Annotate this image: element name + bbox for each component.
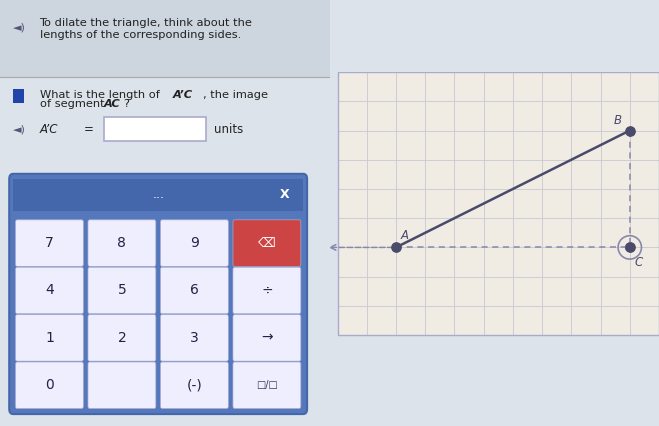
Text: 2: 2 <box>117 331 127 345</box>
Point <box>625 244 635 251</box>
Text: What is the length of: What is the length of <box>40 89 163 100</box>
Text: (-): (-) <box>186 378 202 392</box>
Text: □/□: □/□ <box>256 380 278 390</box>
Text: of segment: of segment <box>40 99 108 109</box>
Text: ◄): ◄) <box>13 23 26 33</box>
Text: A: A <box>401 229 409 242</box>
Text: 4: 4 <box>45 283 54 297</box>
Bar <box>13 89 24 103</box>
Text: units: units <box>214 123 243 135</box>
FancyBboxPatch shape <box>88 362 156 409</box>
FancyBboxPatch shape <box>16 314 83 361</box>
Bar <box>0 0 330 77</box>
Text: ⌫: ⌫ <box>258 236 275 250</box>
Text: A’C: A’C <box>173 89 193 100</box>
FancyBboxPatch shape <box>104 117 206 141</box>
FancyBboxPatch shape <box>233 220 301 266</box>
FancyBboxPatch shape <box>233 267 301 314</box>
Text: X: X <box>280 188 290 201</box>
Text: 5: 5 <box>117 283 127 297</box>
FancyBboxPatch shape <box>233 314 301 361</box>
FancyBboxPatch shape <box>16 362 83 409</box>
FancyBboxPatch shape <box>161 220 229 266</box>
FancyBboxPatch shape <box>88 220 156 266</box>
Text: , the image: , the image <box>203 89 268 100</box>
FancyBboxPatch shape <box>161 267 229 314</box>
Text: 9: 9 <box>190 236 199 250</box>
Text: ?: ? <box>124 99 130 109</box>
Text: B: B <box>614 114 621 127</box>
FancyBboxPatch shape <box>16 220 83 266</box>
Text: 1: 1 <box>45 331 54 345</box>
Text: To dilate the triangle, think about the: To dilate the triangle, think about the <box>40 18 252 29</box>
FancyBboxPatch shape <box>88 267 156 314</box>
Text: C: C <box>634 256 643 269</box>
FancyBboxPatch shape <box>161 362 229 409</box>
Text: 7: 7 <box>45 236 54 250</box>
Text: A’C: A’C <box>40 123 58 135</box>
Text: 8: 8 <box>117 236 127 250</box>
Text: 3: 3 <box>190 331 199 345</box>
Text: 6: 6 <box>190 283 199 297</box>
Text: ÷: ÷ <box>261 283 273 297</box>
Point <box>625 127 635 134</box>
FancyBboxPatch shape <box>233 362 301 409</box>
Point <box>391 244 401 251</box>
Text: 0: 0 <box>45 378 54 392</box>
Text: ...: ... <box>152 188 164 201</box>
Text: →: → <box>261 331 273 345</box>
Text: AC: AC <box>104 99 121 109</box>
FancyBboxPatch shape <box>13 179 303 211</box>
FancyBboxPatch shape <box>88 314 156 361</box>
FancyBboxPatch shape <box>9 174 307 414</box>
FancyBboxPatch shape <box>16 267 83 314</box>
FancyBboxPatch shape <box>161 314 229 361</box>
Text: =: = <box>84 123 94 135</box>
Text: ◄): ◄) <box>13 124 26 134</box>
Text: lengths of the corresponding sides.: lengths of the corresponding sides. <box>40 30 241 40</box>
